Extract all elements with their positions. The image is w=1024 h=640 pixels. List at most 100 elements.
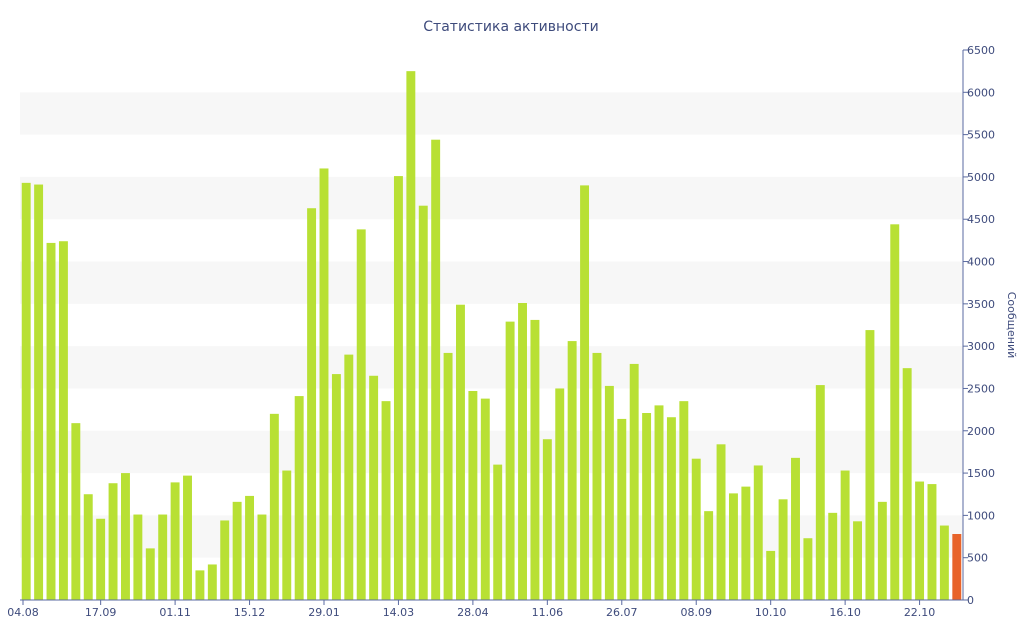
- y-tick-label: 1000: [967, 509, 995, 522]
- bar[interactable]: [580, 185, 590, 600]
- bar[interactable]: [555, 388, 565, 600]
- bar[interactable]: [34, 184, 44, 601]
- bar[interactable]: [356, 229, 366, 600]
- bar[interactable]: [319, 168, 329, 600]
- bars-group: [21, 71, 962, 601]
- bar[interactable]: [728, 493, 738, 600]
- bar[interactable]: [704, 511, 714, 600]
- bar[interactable]: [865, 330, 875, 600]
- bar[interactable]: [592, 352, 602, 600]
- bar[interactable]: [939, 525, 949, 600]
- bar[interactable]: [170, 482, 180, 600]
- bar[interactable]: [542, 439, 552, 600]
- bar[interactable]: [480, 398, 490, 600]
- bar[interactable]: [530, 319, 540, 600]
- bar[interactable]: [220, 520, 230, 600]
- bar[interactable]: [877, 501, 887, 600]
- bar[interactable]: [629, 363, 639, 600]
- bar[interactable]: [269, 413, 279, 600]
- bar[interactable]: [71, 423, 81, 600]
- bar[interactable]: [282, 470, 292, 600]
- bar[interactable]: [158, 514, 168, 600]
- bar[interactable]: [406, 71, 416, 600]
- bar-current[interactable]: [952, 534, 962, 600]
- x-tick-label: 04.08: [7, 606, 39, 619]
- bar[interactable]: [294, 396, 304, 600]
- bar[interactable]: [815, 385, 825, 600]
- bar[interactable]: [853, 521, 862, 600]
- bar[interactable]: [567, 341, 577, 600]
- y-tick-label: 500: [967, 552, 988, 565]
- bar[interactable]: [468, 391, 478, 600]
- bar[interactable]: [840, 470, 850, 600]
- grid-band: [20, 176, 963, 220]
- x-tick-label: 14.03: [383, 606, 415, 619]
- bar[interactable]: [183, 475, 192, 600]
- bar[interactable]: [58, 241, 68, 601]
- bar[interactable]: [828, 512, 838, 600]
- bar[interactable]: [741, 486, 751, 600]
- bar[interactable]: [96, 518, 106, 600]
- bar[interactable]: [518, 303, 527, 600]
- bar[interactable]: [456, 304, 465, 600]
- grid-band: [20, 261, 963, 304]
- bar[interactable]: [307, 208, 317, 601]
- bar[interactable]: [21, 182, 31, 600]
- bar[interactable]: [654, 405, 664, 600]
- bar[interactable]: [691, 458, 701, 600]
- bar[interactable]: [604, 385, 614, 600]
- bar[interactable]: [716, 444, 726, 600]
- bar[interactable]: [145, 548, 155, 600]
- y-tick-label: 2500: [967, 382, 995, 395]
- x-tick-label: 15.12: [234, 606, 266, 619]
- bar[interactable]: [443, 352, 453, 600]
- bar[interactable]: [207, 564, 217, 600]
- x-tick-label: 10.10: [755, 606, 787, 619]
- bar[interactable]: [393, 176, 403, 600]
- grid-band: [20, 346, 963, 389]
- bar[interactable]: [666, 417, 676, 600]
- bar[interactable]: [493, 464, 503, 600]
- bar[interactable]: [766, 550, 776, 600]
- bar[interactable]: [232, 501, 242, 600]
- bar[interactable]: [915, 481, 925, 600]
- bar[interactable]: [46, 242, 56, 601]
- bar[interactable]: [927, 484, 937, 600]
- x-tick-label: 01.11: [159, 606, 191, 619]
- bar[interactable]: [617, 418, 627, 600]
- grid-band: [20, 430, 963, 474]
- chart-title: Статистика активности: [423, 19, 598, 35]
- y-tick-label: 5500: [967, 129, 995, 142]
- y-tick-label: 2000: [967, 425, 995, 438]
- y-tick-label: 6000: [967, 86, 995, 99]
- bar[interactable]: [642, 413, 652, 600]
- y-tick-label: 3000: [967, 340, 995, 353]
- y-axis-label: Сообщений: [1005, 292, 1018, 359]
- bar[interactable]: [195, 570, 205, 600]
- bar[interactable]: [121, 473, 130, 600]
- bar[interactable]: [108, 483, 118, 600]
- bar[interactable]: [890, 224, 900, 600]
- bar[interactable]: [431, 139, 441, 600]
- bar[interactable]: [753, 465, 763, 600]
- bar[interactable]: [791, 457, 800, 600]
- y-tick-label: 5000: [967, 171, 995, 184]
- bar[interactable]: [257, 514, 267, 600]
- bar[interactable]: [381, 401, 391, 600]
- bar[interactable]: [902, 368, 912, 600]
- bar[interactable]: [344, 354, 354, 600]
- grid-bands: [20, 92, 963, 558]
- grid-band: [20, 92, 963, 135]
- x-tick-label: 29.01: [308, 606, 340, 619]
- bar[interactable]: [245, 495, 255, 600]
- bar[interactable]: [83, 494, 93, 600]
- bar[interactable]: [133, 514, 143, 600]
- bar[interactable]: [505, 321, 515, 600]
- bar[interactable]: [679, 401, 689, 600]
- bar[interactable]: [778, 499, 788, 600]
- bar[interactable]: [369, 375, 379, 600]
- bar[interactable]: [418, 205, 428, 600]
- bar[interactable]: [803, 538, 813, 600]
- bar[interactable]: [331, 374, 341, 600]
